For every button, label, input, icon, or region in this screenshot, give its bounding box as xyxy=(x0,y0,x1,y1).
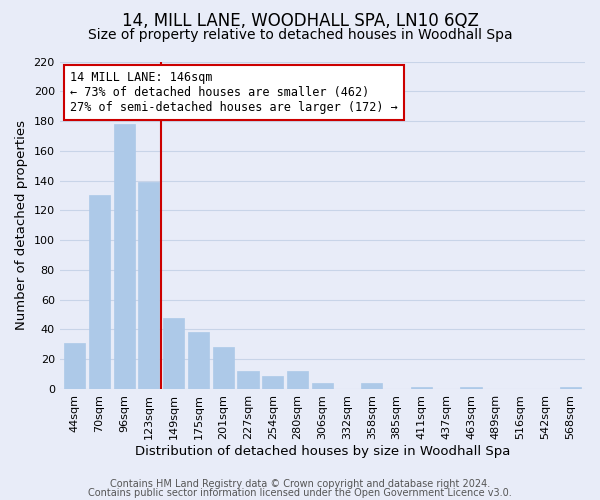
Bar xyxy=(411,388,432,389)
Bar xyxy=(188,332,209,389)
X-axis label: Distribution of detached houses by size in Woodhall Spa: Distribution of detached houses by size … xyxy=(134,444,510,458)
Bar xyxy=(64,343,85,389)
Text: 14, MILL LANE, WOODHALL SPA, LN10 6QZ: 14, MILL LANE, WOODHALL SPA, LN10 6QZ xyxy=(122,12,478,30)
Bar xyxy=(212,348,234,389)
Bar xyxy=(163,318,184,389)
Bar xyxy=(560,388,581,389)
Bar xyxy=(139,182,160,389)
Bar xyxy=(361,383,382,389)
Text: 14 MILL LANE: 146sqm
← 73% of detached houses are smaller (462)
27% of semi-deta: 14 MILL LANE: 146sqm ← 73% of detached h… xyxy=(70,72,398,114)
Text: Contains HM Land Registry data © Crown copyright and database right 2024.: Contains HM Land Registry data © Crown c… xyxy=(110,479,490,489)
Bar xyxy=(89,196,110,389)
Text: Contains public sector information licensed under the Open Government Licence v3: Contains public sector information licen… xyxy=(88,488,512,498)
Bar xyxy=(460,388,482,389)
Y-axis label: Number of detached properties: Number of detached properties xyxy=(15,120,28,330)
Bar xyxy=(262,376,283,389)
Text: Size of property relative to detached houses in Woodhall Spa: Size of property relative to detached ho… xyxy=(88,28,512,42)
Bar xyxy=(113,124,134,389)
Bar xyxy=(312,383,333,389)
Bar xyxy=(238,371,259,389)
Bar xyxy=(287,371,308,389)
